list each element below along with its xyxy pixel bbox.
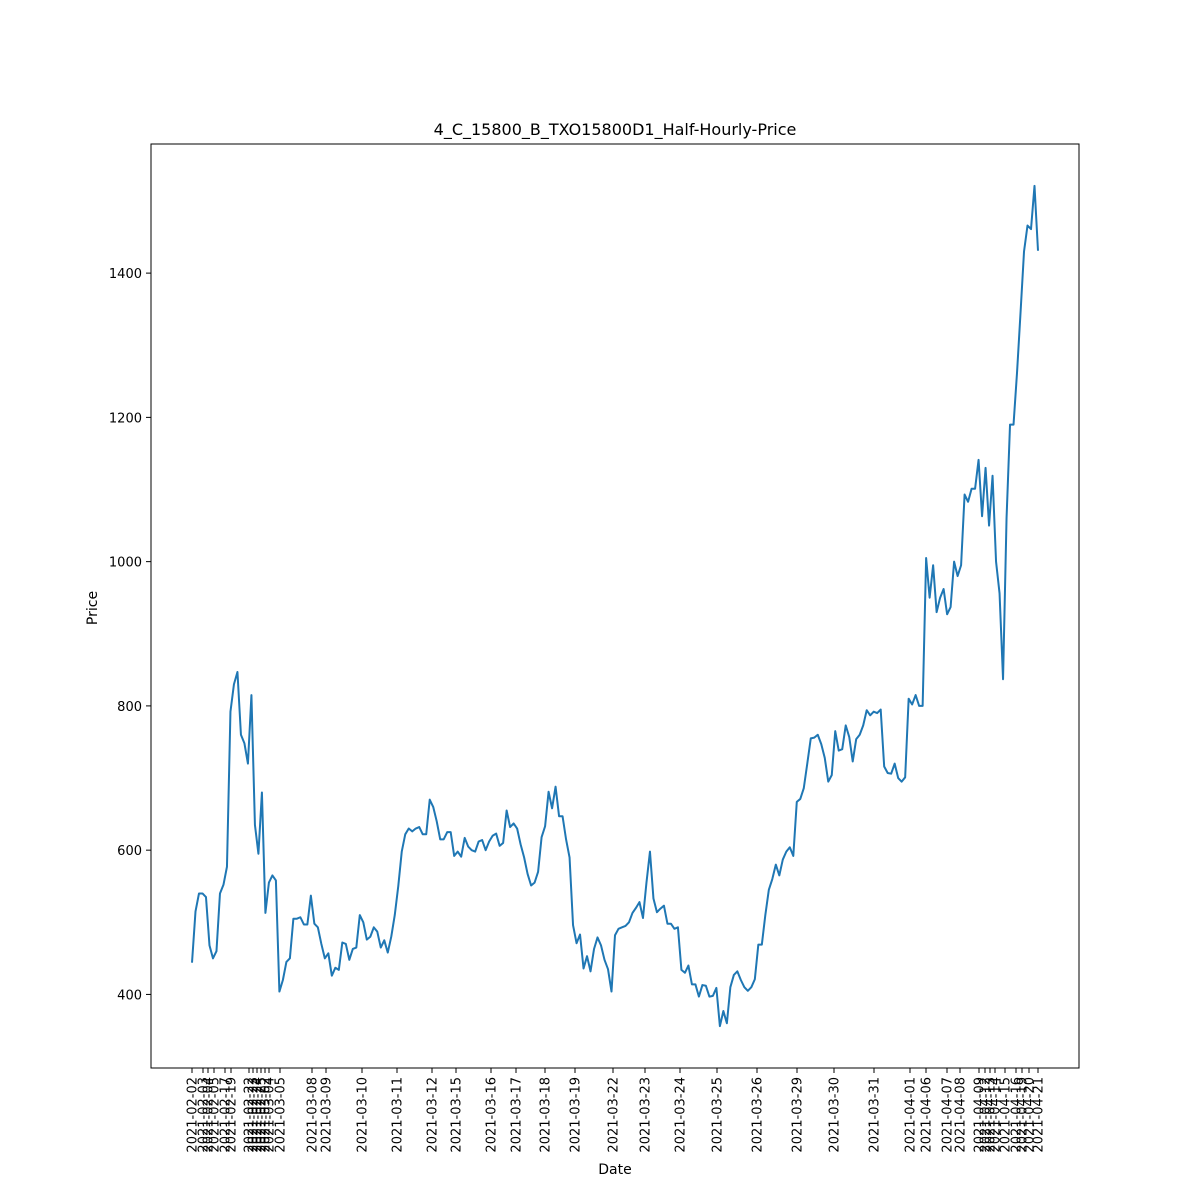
x-tick-label: 2021-02-05 [208,1077,223,1153]
x-tick-label: 2021-03-10 [356,1077,371,1153]
x-tick-label: 2021-02-03 [197,1077,212,1153]
x-tick-label: 2021-03-17 [510,1077,525,1153]
y-tick-label: 600 [117,844,142,859]
x-tick-label: 2021-04-16 [1010,1077,1025,1153]
x-tick-label: 2021-02-17 [219,1077,234,1153]
series-layer [191,184,1039,1028]
x-axis-ticks: 2021-02-022021-02-032021-02-042021-02-05… [186,1068,1047,1153]
x-tick-label: 2021-04-15 [999,1077,1014,1153]
x-tick-label: 2021-03-29 [791,1077,806,1153]
x-tick-label: 2021-03-08 [306,1077,321,1153]
y-tick-label: 1200 [109,411,142,426]
chart-title: 4_C_15800_B_TXO15800D1_Half-Hourly-Price [434,120,797,140]
y-tick-label: 1000 [109,556,142,571]
x-tick-label: 2021-03-30 [828,1077,843,1153]
x-tick-label: 2021-04-14 [989,1077,1004,1153]
x-tick-label: 2021-03-26 [751,1077,766,1153]
x-tick-label: 2021-04-13 [984,1077,999,1153]
x-tick-label: 2021-02-24 [251,1077,266,1153]
x-tick-label: 2021-02-02 [186,1077,201,1153]
y-axis-ticks: 400 600 800 1000 1200 1400 [109,267,151,1003]
x-tick-label: 2021-03-11 [391,1077,406,1153]
x-tick-label: 2021-04-08 [954,1077,969,1153]
price-series-line [191,184,1039,1028]
x-tick-label: 2021-04-20 [1023,1077,1038,1153]
x-tick-label: 2021-03-31 [868,1077,883,1153]
x-tick-label: 2021-03-02 [259,1077,274,1153]
x-tick-label: 2021-03-16 [485,1077,500,1153]
x-tick-label: 2021-03-09 [320,1077,335,1153]
x-tick-label: 2021-02-23 [247,1077,262,1153]
x-tick-label: 2021-04-09 [973,1077,988,1153]
x-tick-label: 2021-03-15 [450,1077,465,1153]
x-tick-label: 2021-04-19 [1016,1077,1031,1153]
x-axis-label: Date [598,1162,631,1178]
x-tick-label: 2021-04-06 [920,1077,935,1153]
x-tick-label: 2021-03-24 [674,1077,689,1153]
y-tick-label: 800 [117,700,142,715]
y-tick-label: 1400 [109,267,142,282]
x-tick-label: 2021-02-22 [243,1077,258,1153]
x-tick-label: 2021-02-25 [255,1077,270,1153]
x-tick-label: 2021-04-21 [1032,1077,1047,1153]
x-tick-label: 2021-03-23 [639,1077,654,1153]
x-tick-label: 2021-03-18 [539,1077,554,1153]
x-tick-label: 2021-03-04 [263,1077,278,1153]
y-axis-label: Price [85,591,101,625]
x-tick-label: 2021-02-04 [202,1077,217,1153]
x-tick-label: 2021-02-19 [225,1077,240,1153]
x-tick-label: 2021-03-25 [711,1077,726,1153]
x-tick-label: 2021-03-22 [607,1077,622,1153]
x-tick-label: 2021-03-12 [426,1077,441,1153]
x-tick-label: 2021-03-19 [569,1077,584,1153]
x-tick-label: 2021-04-12 [979,1077,994,1153]
plot-frame [150,143,1080,1069]
x-tick-label: 2021-04-07 [941,1077,956,1153]
y-tick-label: 400 [117,988,142,1003]
x-tick-label: 2021-03-05 [274,1077,289,1153]
x-tick-label: 2021-04-01 [904,1077,919,1153]
